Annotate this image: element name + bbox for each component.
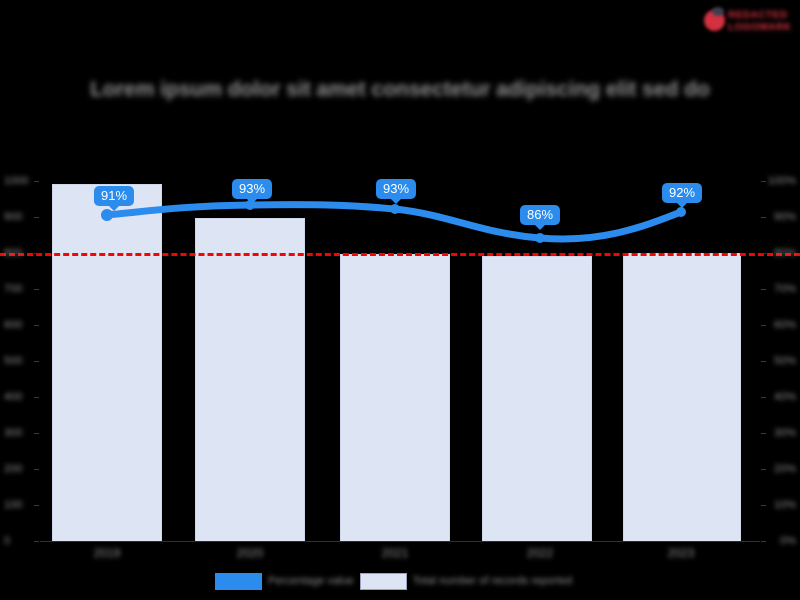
y-tick-label-left-8: 200: [4, 463, 23, 475]
y-tick-label-left-6: 400: [4, 391, 23, 403]
y-tick-label-left-0: 1000: [4, 175, 29, 187]
plot-area: [40, 170, 760, 542]
y-tick-label-left-1: 900: [4, 211, 23, 223]
y-tick-label-right-8: 20%: [773, 463, 796, 475]
y-tick-label-right-7: 30%: [773, 427, 796, 439]
legend-label-1[interactable]: Total number of records reported: [412, 575, 573, 587]
logo-text-line2: LOGOMARK: [728, 22, 792, 33]
data-label-2: 93%: [375, 179, 417, 204]
y-tick-label-left-5: 500: [4, 355, 23, 367]
y-tick-mark-right-0: [761, 181, 766, 182]
data-label-1: 93%: [231, 179, 273, 204]
y-tick-label-right-3: 70%: [773, 283, 796, 295]
y-tick-mark-left-8: [34, 469, 39, 470]
y-tick-mark-left-2: [34, 253, 39, 254]
legend-swatch-bar[interactable]: [359, 572, 407, 590]
y-tick-mark-left-3: [34, 289, 39, 290]
y-tick-label-right-4: 60%: [773, 319, 796, 331]
y-tick-mark-right-3: [761, 289, 766, 290]
y-tick-mark-left-0: [34, 181, 39, 182]
y-tick-mark-right-7: [761, 433, 766, 434]
y-tick-mark-left-5: [34, 361, 39, 362]
x-tick-label-1: 2020: [236, 546, 264, 560]
y-tick-label-right-10: 0%: [780, 535, 796, 547]
y-tick-label-right-6: 40%: [773, 391, 796, 403]
y-tick-mark-right-9: [761, 505, 766, 506]
chart-legend: Percentage value Total number of records…: [215, 570, 585, 592]
y-tick-label-right-5: 50%: [773, 355, 796, 367]
y-tick-mark-right-4: [761, 325, 766, 326]
y-tick-mark-right-1: [761, 217, 766, 218]
target-reference-line: [0, 253, 800, 256]
y-tick-mark-left-1: [34, 217, 39, 218]
x-axis-line: [40, 541, 760, 542]
y-tick-mark-right-8: [761, 469, 766, 470]
y-tick-mark-right-2: [761, 253, 766, 254]
y-tick-mark-left-4: [34, 325, 39, 326]
y-tick-mark-left-6: [34, 397, 39, 398]
y-tick-label-left-4: 600: [4, 319, 23, 331]
x-tick-label-4: 2023: [667, 546, 695, 560]
y-tick-label-right-1: 90%: [773, 211, 796, 223]
legend-label-0[interactable]: Percentage value: [268, 575, 354, 587]
y-tick-label-left-2: 800: [4, 247, 23, 259]
y-tick-label-left-3: 700: [4, 283, 23, 295]
x-tick-label-2: 2021: [381, 546, 409, 560]
data-label-0: 91%: [93, 186, 135, 211]
y-tick-label-left-9: 100: [4, 499, 23, 511]
data-label-3: 86%: [519, 205, 561, 230]
y-tick-mark-left-7: [34, 433, 39, 434]
data-label-4: 92%: [661, 183, 703, 208]
y-tick-mark-right-5: [761, 361, 766, 362]
logo-text-line1: REDACTED: [728, 10, 788, 21]
bar-2[interactable]: [340, 254, 450, 542]
y-tick-mark-right-6: [761, 397, 766, 398]
y-tick-label-right-2: 80%: [773, 247, 796, 259]
bar-3[interactable]: [482, 256, 592, 542]
x-tick-label-0: 2019: [93, 546, 121, 560]
logo-accent-icon: [712, 7, 724, 16]
bar-0[interactable]: [52, 184, 162, 542]
y-tick-label-right-9: 10%: [773, 499, 796, 511]
x-tick-label-3: 2022: [526, 546, 554, 560]
y-tick-label-right-0: 100%: [767, 175, 796, 187]
y-tick-label-left-7: 300: [4, 427, 23, 439]
legend-swatch-line[interactable]: [215, 572, 262, 590]
brand-logo: REDACTED LOGOMARK: [700, 6, 792, 36]
y-tick-label-left-10: 0: [4, 535, 11, 547]
y-tick-mark-right-10: [761, 541, 766, 542]
chart-title: Lorem ipsum dolor sit amet consectetur a…: [90, 78, 710, 101]
y-tick-mark-left-10: [34, 541, 39, 542]
bar-1[interactable]: [195, 218, 305, 542]
y-tick-mark-left-9: [34, 505, 39, 506]
bar-4[interactable]: [623, 253, 741, 542]
